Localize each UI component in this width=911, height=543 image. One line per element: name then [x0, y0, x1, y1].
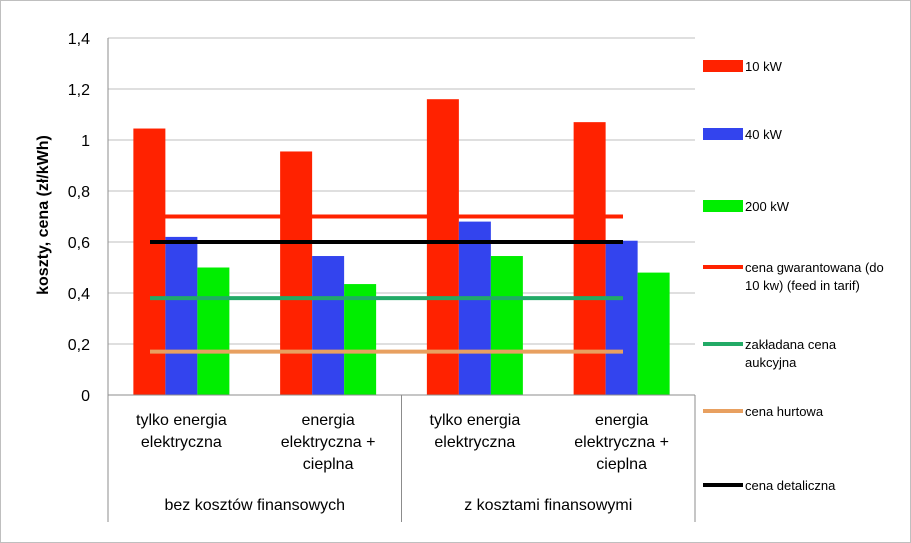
x-tick-label: tylko energia [430, 412, 521, 429]
bar [197, 267, 230, 395]
bar [605, 240, 638, 395]
legend-swatch [703, 60, 743, 72]
x-tick-label: cieplna [303, 456, 354, 473]
x-tick-label: cieplna [596, 456, 647, 473]
category-labels: tylko energia elektryczna energia elektrycz… [136, 412, 669, 473]
x-tick-label: elektryczna [434, 434, 515, 451]
y-tick-label: 0,4 [68, 286, 90, 303]
legend-label: 40 kW [745, 127, 783, 142]
y-tick-label: 0,8 [68, 184, 90, 201]
bar [133, 128, 166, 395]
y-tick-label: 0,6 [68, 235, 90, 252]
axes [107, 38, 696, 522]
y-tick-label: 0,2 [68, 337, 90, 354]
bar [458, 221, 491, 395]
group-label: bez kosztów finansowych [164, 497, 345, 514]
bar [344, 284, 377, 395]
y-tick-label: 1,4 [68, 31, 90, 48]
legend-label: zakładana cena aukcyjna [745, 337, 837, 370]
group-label: z kosztami finansowymi [464, 497, 632, 514]
bars [133, 99, 670, 396]
bar [165, 236, 198, 395]
x-tick-label: energia [301, 412, 354, 429]
legend-label: cena gwarantowana (do 10 kw) (feed in tar… [745, 260, 884, 293]
y-tick-label: 1 [81, 133, 90, 150]
legend-label: cena hurtowa [745, 404, 824, 419]
x-tick-label: elektryczna [141, 434, 222, 451]
x-tick-label: energia [595, 412, 648, 429]
x-tick-label: tylko energia [136, 412, 227, 429]
bar [426, 99, 459, 395]
legend-label: 200 kW [745, 199, 790, 214]
bar [573, 122, 606, 396]
group-labels: bez kosztów finansowych z kosztami finans… [164, 497, 632, 514]
y-tick-label: 1,2 [68, 82, 90, 99]
legend-swatch [703, 200, 743, 212]
reference-lines [150, 214, 623, 354]
legend: 10 kW 40 kW 200 kW cena gwarantowana (do 10 … [703, 59, 884, 493]
x-tick-label: elektryczna + [281, 434, 376, 451]
bar [637, 272, 670, 395]
bar [312, 256, 345, 395]
legend-swatch [703, 128, 743, 140]
y-tick-label: 0 [81, 388, 90, 405]
x-tick-label: elektryczna + [574, 434, 669, 451]
y-axis-label: koszty, cena (zł/kWh) [35, 135, 52, 295]
legend-label: cena detaliczna [745, 478, 836, 493]
bar [280, 151, 313, 395]
y-tick-labels: 0 0,2 0,4 0,6 0,8 1 1,2 1,4 [68, 31, 90, 405]
bar [490, 256, 523, 395]
legend-label: 10 kW [745, 59, 783, 74]
